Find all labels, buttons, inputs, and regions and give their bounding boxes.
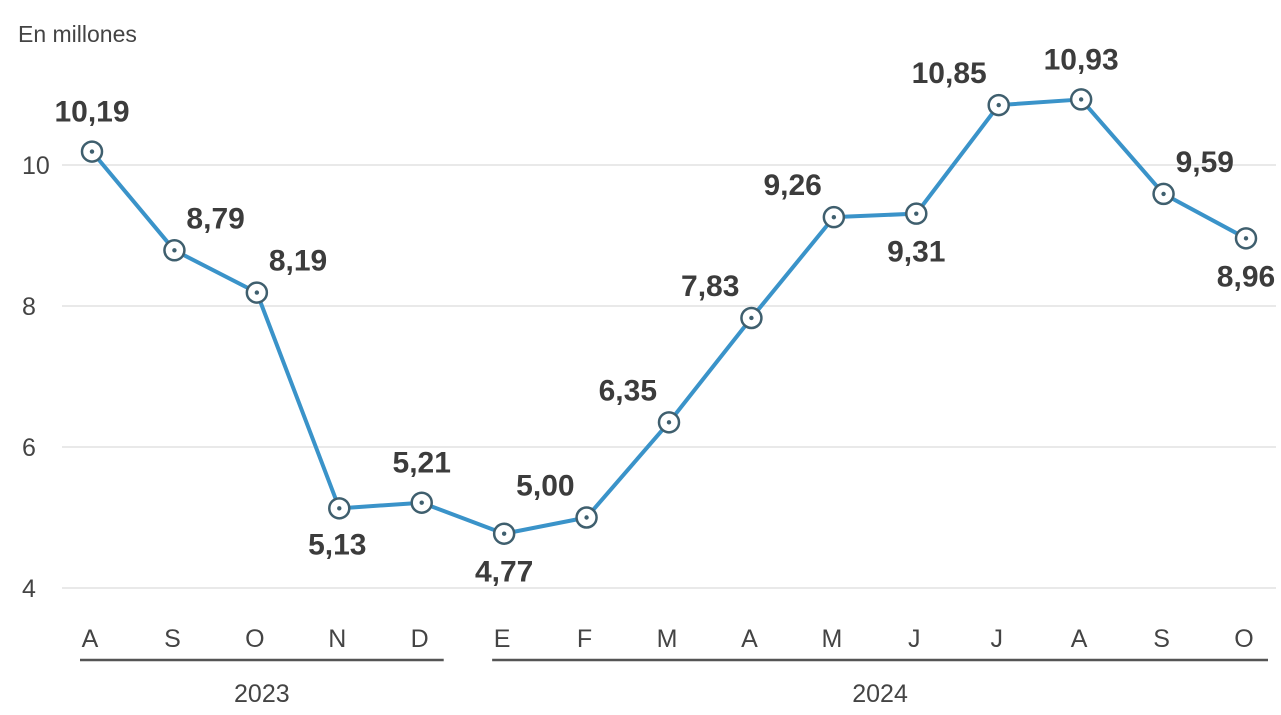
x-tick-label: J xyxy=(908,625,921,653)
x-tick-label: N xyxy=(328,625,346,653)
data-point-center xyxy=(89,149,95,154)
x-tick-label: S xyxy=(1153,625,1170,653)
data-point xyxy=(410,491,433,514)
data-point-center xyxy=(914,211,919,216)
data-label: 8,19 xyxy=(269,245,327,278)
data-label: 9,31 xyxy=(887,236,945,269)
y-tick-label: 8 xyxy=(22,293,36,321)
data-point xyxy=(740,306,763,330)
y-tick-label: 10 xyxy=(22,152,50,180)
data-point xyxy=(492,522,516,545)
x-tick-label: M xyxy=(821,625,842,653)
year-group-label: 2023 xyxy=(234,680,290,708)
x-tick-label: S xyxy=(164,625,181,653)
data-point-center xyxy=(666,420,672,425)
data-label: 9,59 xyxy=(1176,146,1234,179)
data-point xyxy=(905,202,928,225)
x-tick-label: J xyxy=(990,625,1003,653)
data-point-center xyxy=(584,515,589,520)
data-point-center xyxy=(996,102,1001,108)
x-tick-label: O xyxy=(1234,625,1253,653)
data-label: 8,96 xyxy=(1217,260,1275,293)
data-labels: 10,19 8,79 8,19 5,13 5,21 4,77 5,00 6,35 7,83 9,2… xyxy=(54,43,1275,588)
data-point-center xyxy=(501,531,507,536)
grid-layer xyxy=(62,164,1276,589)
data-point xyxy=(657,411,681,434)
data-point-center xyxy=(1243,236,1249,241)
data-point-center xyxy=(831,214,837,220)
data-point-center xyxy=(419,500,424,505)
x-tick-label: M xyxy=(657,625,678,653)
data-label: 5,00 xyxy=(516,470,574,503)
data-label: 10,85 xyxy=(912,57,987,90)
data-point-center xyxy=(254,290,260,295)
x-tick-label: O xyxy=(245,625,264,653)
marker-layer xyxy=(80,88,1258,545)
year-groups: 2023 2024 xyxy=(80,658,1268,708)
data-point xyxy=(1069,88,1093,111)
data-point xyxy=(1152,182,1175,206)
y-tick-label: 6 xyxy=(22,434,36,462)
data-label: 10,93 xyxy=(1044,43,1119,76)
data-label: 5,13 xyxy=(308,528,366,561)
year-group-label: 2024 xyxy=(852,680,908,708)
data-point-center xyxy=(1161,191,1166,197)
data-point-center xyxy=(749,315,754,321)
data-point xyxy=(575,506,598,529)
x-tick-label: D xyxy=(411,625,429,653)
data-label: 8,79 xyxy=(186,202,244,235)
data-point xyxy=(328,497,351,520)
y-tick-labels: 4 6 8 10 xyxy=(22,152,50,603)
data-label: 9,26 xyxy=(763,169,821,202)
x-tick-label: F xyxy=(577,625,592,653)
data-label: 10,19 xyxy=(54,96,129,129)
data-point-center xyxy=(172,248,177,253)
data-point xyxy=(1234,227,1258,250)
data-point-center xyxy=(1078,97,1084,102)
data-point xyxy=(822,205,846,229)
data-point xyxy=(163,239,186,262)
y-axis-label: En millones xyxy=(18,21,137,47)
data-label: 4,77 xyxy=(475,556,533,589)
data-point xyxy=(245,281,269,304)
data-label: 7,83 xyxy=(681,270,739,303)
x-tick-label: A xyxy=(741,625,758,653)
data-label: 6,35 xyxy=(599,374,657,407)
data-point-center xyxy=(337,506,342,511)
data-label: 5,21 xyxy=(393,447,451,480)
data-point xyxy=(987,93,1010,117)
x-tick-label: A xyxy=(82,625,99,653)
x-tick-label: E xyxy=(494,625,511,653)
x-tick-label: A xyxy=(1071,625,1088,653)
y-tick-label: 4 xyxy=(22,575,36,603)
data-point xyxy=(80,140,104,163)
